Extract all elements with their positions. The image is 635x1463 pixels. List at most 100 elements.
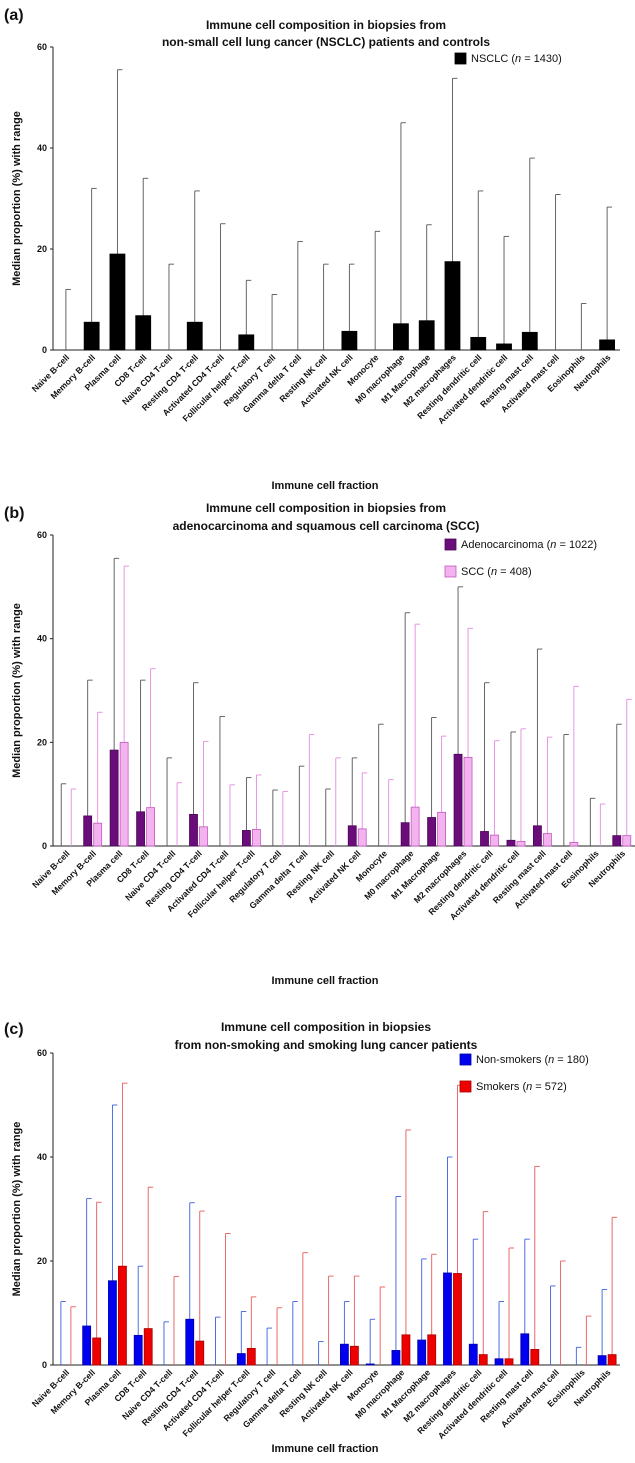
panel-a-ytick-label: 40 <box>37 143 47 153</box>
panel-c-bar-series2-5 <box>195 1340 205 1366</box>
panel-a-x-axis-label: Immune cell fraction <box>272 480 379 492</box>
panel-b-bar-series2-14 <box>437 811 446 847</box>
panel-c-label: (c) <box>4 1021 24 1038</box>
panel-c-bar-series2-21 <box>607 1354 617 1366</box>
panel-a-bar-series1-14 <box>418 320 435 351</box>
legend-prefix: Adenocarcinoma ( <box>461 539 551 551</box>
panel-a-bar-series1-16 <box>470 336 487 351</box>
panel-b-ytick-label: 20 <box>37 737 47 747</box>
panel-c-bar-series1-2 <box>108 1280 117 1366</box>
panel-c-bar-series1-11 <box>339 1343 349 1366</box>
panel-c-bar-series1-15 <box>443 1272 452 1366</box>
panel-c-bar-series1-12 <box>365 1363 375 1366</box>
panel-b-bar-series2-18 <box>543 833 552 847</box>
panel-b-bar-series2-17 <box>516 840 526 847</box>
panel-c-bar-series2-17 <box>504 1358 514 1366</box>
panel-c-title-line2: from non-smoking and smoking lung cancer… <box>175 1038 478 1052</box>
panel-c-legend-label-1: Non-smokers (n = 180) <box>476 1054 589 1066</box>
panel-c-legend-label-2: Smokers (n = 572) <box>476 1081 567 1093</box>
panel-a-ytick-label: 0 <box>42 345 47 355</box>
panel-a-legend-swatch-1 <box>454 52 467 65</box>
panel-b-legend-swatch-1 <box>444 538 457 551</box>
panel-b-legend-label-1: Adenocarcinoma (n = 1022) <box>461 539 597 551</box>
panel-a-ytick-label: 60 <box>37 42 47 52</box>
panel-c-legend-swatch-1 <box>459 1053 472 1066</box>
panel-b-chart: (b) Immune cell composition in biopsies f… <box>4 501 635 987</box>
legend-suffix: = 1430) <box>521 53 562 65</box>
panel-a-bar-series1-1 <box>83 321 100 351</box>
legend-n: n <box>548 1054 554 1066</box>
panel-b-bar-series2-7 <box>252 829 261 847</box>
panel-b-bar-series2-15 <box>463 756 473 847</box>
panel-b-legend-label-2: SCC (n = 408) <box>461 566 532 578</box>
panel-b-y-axis-label: Median proportion (%) with range <box>11 603 23 778</box>
panel-c-bar-series1-16 <box>468 1343 478 1366</box>
panel-a-bar-series1-11 <box>341 330 358 351</box>
panel-c-ytick-label: 0 <box>42 1360 47 1370</box>
legend-suffix: = 408) <box>497 566 532 578</box>
panel-c-bar-series2-7 <box>246 1347 256 1366</box>
panel-c-ytick-label: 60 <box>37 1048 47 1058</box>
panel-c-bar-series2-13 <box>401 1334 411 1366</box>
panel-b-bar-series1-14 <box>427 817 436 847</box>
panel-b-bar-series1-11 <box>347 825 357 847</box>
panel-b-bar-series1-1 <box>83 815 93 847</box>
panel-c-bar-series2-16 <box>478 1354 488 1366</box>
panel-c-y-axis-label: Median proportion (%) with range <box>11 1122 23 1297</box>
panel-b-bar-series1-5 <box>189 813 198 847</box>
panel-c-bar-series1-5 <box>185 1318 195 1366</box>
panel-a-title-line1: Immune cell composition in biopsies from <box>206 18 446 32</box>
legend-suffix: = 180) <box>554 1054 589 1066</box>
legend-prefix: SCC ( <box>461 566 491 578</box>
legend-prefix: NSCLC ( <box>471 53 515 65</box>
panel-b-bar-series2-2 <box>119 741 129 847</box>
panel-c-bar-series1-7 <box>236 1353 246 1366</box>
panel-a-bar-series1-3 <box>135 315 152 351</box>
legend-prefix: Non-smokers ( <box>476 1054 548 1066</box>
panel-c-bar-series2-14 <box>427 1334 437 1366</box>
panel-c-title-line1: Immune cell composition in biopsies <box>221 1020 431 1034</box>
panel-a-bar-series1-13 <box>393 323 409 351</box>
panel-c-bar-series1-21 <box>597 1355 607 1366</box>
panel-b-bar-series2-1 <box>93 822 103 847</box>
panel-b-label: (b) <box>4 505 24 522</box>
panel-a-legend-label-1: NSCLC (n = 1430) <box>471 53 562 65</box>
panel-b-x-axis-label: Immune cell fraction <box>272 975 379 987</box>
legend-suffix: = 1022) <box>556 539 597 551</box>
panel-b-bar-series1-17 <box>506 839 516 847</box>
panel-b-ytick-label: 0 <box>42 841 47 851</box>
panel-a-bar-series1-18 <box>521 331 538 351</box>
legend-suffix: = 572) <box>532 1081 567 1093</box>
panel-a-bar-series1-2 <box>109 253 126 351</box>
panel-b-bar-series2-13 <box>410 806 420 847</box>
panel-a-bar-series1-17 <box>496 343 512 351</box>
panel-c-bar-series2-1 <box>92 1337 102 1366</box>
legend-prefix: Smokers ( <box>476 1081 526 1093</box>
panel-b-bar-series1-13 <box>400 822 410 847</box>
panel-b-bar-series1-15 <box>453 753 463 847</box>
panel-c-bar-series1-17 <box>494 1358 504 1366</box>
legend-n: n <box>491 566 497 578</box>
panel-c-bar-series2-18 <box>530 1349 540 1366</box>
panel-a-ytick-label: 20 <box>37 244 47 254</box>
panel-c-bar-series2-3 <box>143 1328 153 1366</box>
panel-c-bar-series1-14 <box>417 1339 427 1366</box>
panel-b-bar-series1-7 <box>242 830 251 847</box>
panel-a-chart: (a) Immune cell composition in biopsies f… <box>4 7 620 492</box>
panel-b-title-line1: Immune cell composition in biopsies from <box>206 501 446 515</box>
panel-a-bar-series1-21 <box>599 339 616 351</box>
panel-c-bar-series1-1 <box>82 1325 92 1366</box>
panel-c-bar-series1-13 <box>391 1350 401 1366</box>
panel-a-bar-series1-7 <box>238 334 255 351</box>
panel-b-bar-series1-21 <box>612 835 622 847</box>
panel-c-bar-series2-11 <box>349 1345 359 1366</box>
panel-b-legend-swatch-2 <box>444 565 457 578</box>
legend-n: n <box>515 53 521 65</box>
panel-b-bar-series2-16 <box>490 834 499 847</box>
panel-b-bar-series1-16 <box>480 831 489 847</box>
panel-c-ytick-label: 20 <box>37 1256 47 1266</box>
panel-b-ytick-label: 40 <box>37 634 47 644</box>
panel-b-bar-series2-21 <box>622 835 632 847</box>
